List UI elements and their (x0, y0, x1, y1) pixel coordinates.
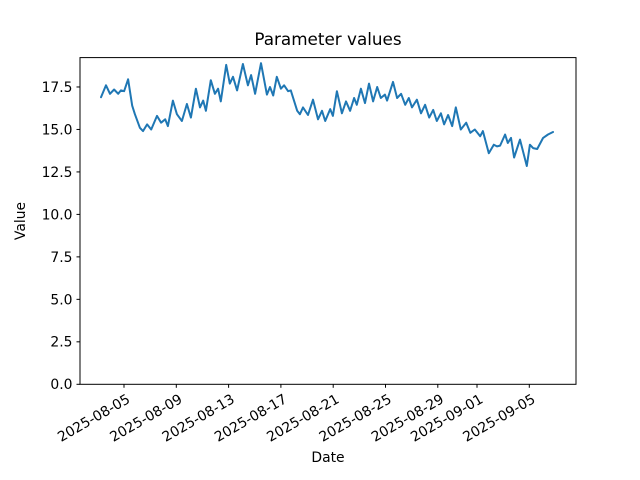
y-tick-label: 15.0 (42, 122, 73, 138)
y-tick-label: 17.5 (42, 80, 73, 96)
y-tick-label: 2.5 (50, 335, 72, 351)
y-tick-label: 10.0 (42, 207, 73, 223)
plot-area-frame (79, 57, 577, 385)
y-axis-ticks: 0.0 2.5 5.0 7.5 10.0 12.5 15.0 17.5 (42, 80, 80, 393)
chart-title: Parameter values (254, 29, 401, 49)
x-axis-ticks: 2025-08-052025-08-092025-08-132025-08-17… (55, 384, 538, 446)
data-line-series (100, 62, 554, 167)
y-tick-label: 5.0 (50, 292, 72, 308)
x-axis-label: Date (311, 450, 344, 466)
y-axis-label: Value (13, 202, 29, 240)
y-tick-label: 12.5 (42, 165, 73, 181)
y-tick-label: 7.5 (50, 250, 72, 266)
y-tick-label: 0.0 (50, 377, 72, 393)
